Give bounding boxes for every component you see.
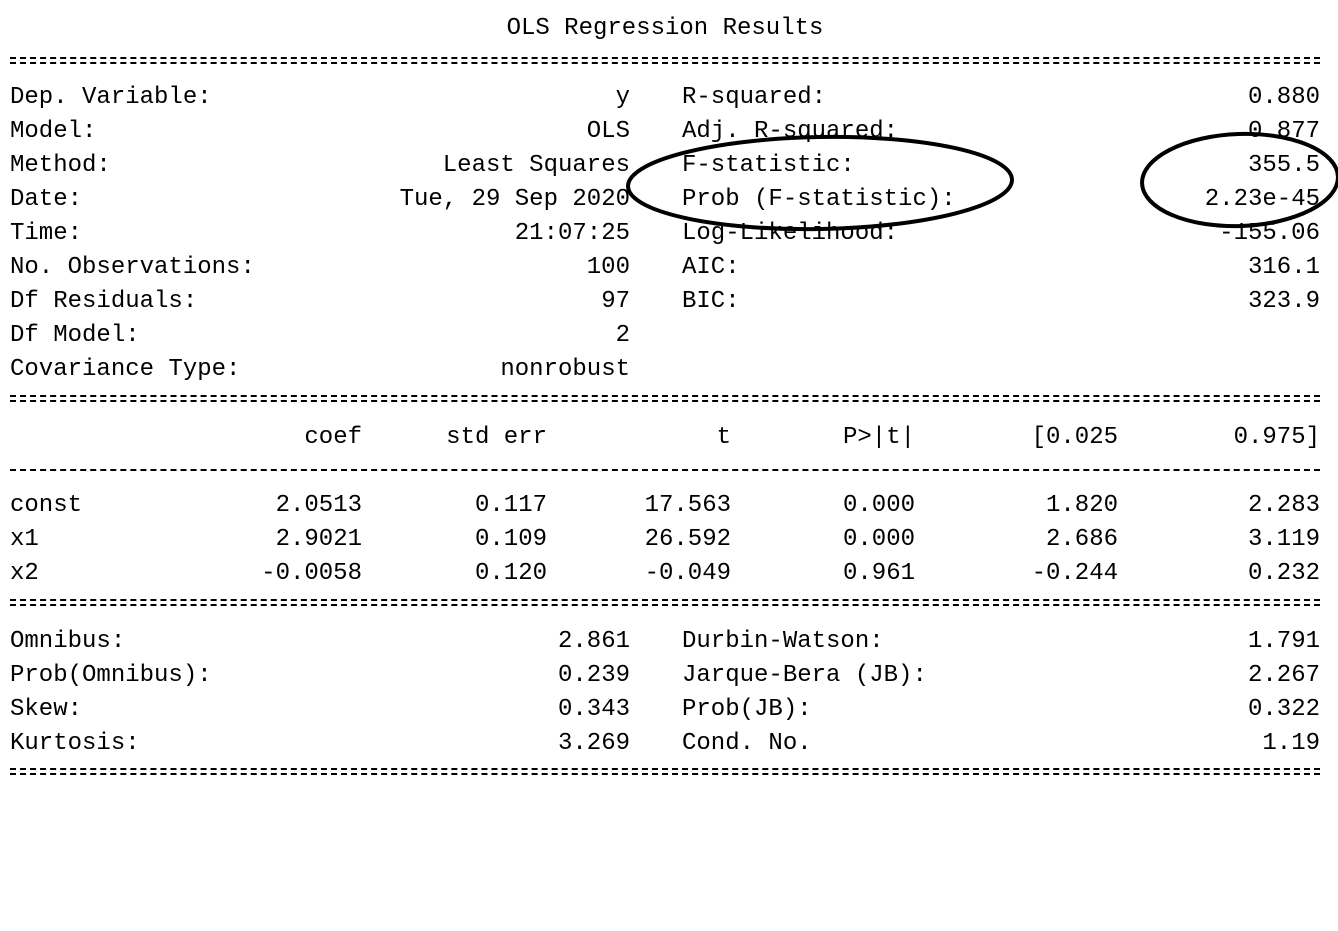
diag-left-value: 3.269 <box>557 730 630 757</box>
diag-right-value: 2.267 <box>1247 662 1320 689</box>
cell-p-value: 0.961 <box>842 560 915 587</box>
summary-row: No. Observations: 100 AIC: 316.1 <box>10 251 1320 285</box>
summary-right-value: 0.877 <box>1247 118 1320 145</box>
summary-right-label: BIC: <box>682 288 740 315</box>
summary-right-value: 2.23e-45 <box>1204 186 1320 213</box>
summary-left-label: Dep. Variable: <box>10 84 212 111</box>
row-name: const <box>10 492 83 519</box>
cell-ci-low: -0.244 <box>1031 560 1118 587</box>
row-name: x2 <box>10 560 39 587</box>
diag-left-label: Omnibus: <box>10 628 126 655</box>
cell-ci-low: 2.686 <box>1045 526 1118 553</box>
col-header-t: t <box>716 424 731 451</box>
table-row: const 2.0513 0.117 17.563 0.000 1.820 2.… <box>10 489 1320 523</box>
row-name: x1 <box>10 526 39 553</box>
summary-left-label: Method: <box>10 152 111 179</box>
summary-row: Time: 21:07:25 Log-Likelihood: -155.06 <box>10 217 1320 251</box>
report-title: OLS Regression Results <box>506 15 824 42</box>
diagnostics-row: Skew: 0.343 Prob(JB): 0.322 <box>10 693 1320 727</box>
summary-left-value: Tue, 29 Sep 2020 <box>399 186 630 213</box>
cell-ci-high: 3.119 <box>1247 526 1320 553</box>
cell-std-err: 0.120 <box>474 560 547 587</box>
summary-right-value: 316.1 <box>1247 254 1320 281</box>
cell-t: -0.049 <box>644 560 731 587</box>
diag-right-label: Cond. No. <box>682 730 812 757</box>
diag-right-value: 0.322 <box>1247 696 1320 723</box>
double-rule-lower <box>10 599 1320 606</box>
coef-table-header: coef std err t P>|t| [0.025 0.975] <box>10 421 1320 455</box>
cell-coef: 2.0513 <box>275 492 362 519</box>
summary-row: Covariance Type: nonrobust <box>10 353 1320 387</box>
diag-left-value: 0.343 <box>557 696 630 723</box>
col-header-coef: coef <box>304 424 362 451</box>
summary-row: Date: Tue, 29 Sep 2020 Prob (F-statistic… <box>10 183 1320 217</box>
cell-ci-low: 1.820 <box>1045 492 1118 519</box>
summary-left-label: Date: <box>10 186 83 213</box>
summary-left-value: OLS <box>586 118 630 145</box>
col-header-std-err: std err <box>446 424 547 451</box>
diagnostics-row: Omnibus: 2.861 Durbin-Watson: 1.791 <box>10 625 1320 659</box>
table-row: x1 2.9021 0.109 26.592 0.000 2.686 3.119 <box>10 523 1320 557</box>
double-rule-top <box>10 57 1320 64</box>
cell-t: 17.563 <box>644 492 731 519</box>
summary-row: Method: Least Squares F-statistic: 355.5 <box>10 149 1320 183</box>
diagnostics-row: Kurtosis: 3.269 Cond. No. 1.19 <box>10 727 1320 761</box>
cell-t: 26.592 <box>644 526 731 553</box>
summary-left-value: nonrobust <box>500 356 630 383</box>
summary-left-label: No. Observations: <box>10 254 255 281</box>
cell-p-value: 0.000 <box>842 526 915 553</box>
summary-left-label: Time: <box>10 220 83 247</box>
summary-left-value: y <box>615 84 630 111</box>
summary-right-label: Prob (F-statistic): <box>682 186 956 213</box>
diagnostics-row: Prob(Omnibus): 0.239 Jarque-Bera (JB): 2… <box>10 659 1320 693</box>
summary-left-value: 100 <box>586 254 630 281</box>
diag-left-label: Kurtosis: <box>10 730 140 757</box>
summary-row: Model: OLS Adj. R-squared: 0.877 <box>10 115 1320 149</box>
regression-report: OLS Regression Results Dep. Variable: y … <box>10 15 1338 775</box>
cell-coef: -0.0058 <box>261 560 362 587</box>
summary-row: Df Model: 2 <box>10 319 1320 353</box>
diag-left-label: Prob(Omnibus): <box>10 662 212 689</box>
table-row: x2 -0.0058 0.120 -0.049 0.961 -0.244 0.2… <box>10 557 1320 591</box>
double-rule-bottom <box>10 768 1320 775</box>
cell-coef: 2.9021 <box>275 526 362 553</box>
diag-right-label: Durbin-Watson: <box>682 628 884 655</box>
summary-left-value: 2 <box>615 322 630 349</box>
cell-ci-high: 0.232 <box>1247 560 1320 587</box>
summary-left-value: 97 <box>601 288 630 315</box>
diag-left-value: 0.239 <box>557 662 630 689</box>
diag-right-label: Jarque-Bera (JB): <box>682 662 927 689</box>
single-rule <box>10 469 1320 471</box>
diag-left-label: Skew: <box>10 696 83 723</box>
col-header-p-value: P>|t| <box>842 424 915 451</box>
summary-right-label: AIC: <box>682 254 740 281</box>
summary-row: Df Residuals: 97 BIC: 323.9 <box>10 285 1320 319</box>
diag-right-value: 1.19 <box>1262 730 1320 757</box>
double-rule-mid <box>10 395 1320 402</box>
summary-right-label: Log-Likelihood: <box>682 220 899 247</box>
summary-right-label: R-squared: <box>682 84 827 111</box>
col-header-ci-high: 0.975] <box>1233 424 1320 451</box>
cell-std-err: 0.109 <box>474 526 547 553</box>
summary-right-value: 355.5 <box>1247 152 1320 179</box>
diag-right-value: 1.791 <box>1247 628 1320 655</box>
cell-ci-high: 2.283 <box>1247 492 1320 519</box>
summary-left-label: Model: <box>10 118 97 145</box>
diag-right-label: Prob(JB): <box>682 696 812 723</box>
summary-right-label: F-statistic: <box>682 152 855 179</box>
diag-left-value: 2.861 <box>557 628 630 655</box>
summary-row: Dep. Variable: y R-squared: 0.880 <box>10 81 1320 115</box>
summary-right-value: -155.06 <box>1219 220 1320 247</box>
summary-left-label: Df Residuals: <box>10 288 198 315</box>
summary-right-value: 323.9 <box>1247 288 1320 315</box>
col-header-ci-low: [0.025 <box>1031 424 1118 451</box>
cell-p-value: 0.000 <box>842 492 915 519</box>
summary-right-label: Adj. R-squared: <box>682 118 899 145</box>
summary-left-value: Least Squares <box>442 152 630 179</box>
summary-left-label: Df Model: <box>10 322 140 349</box>
cell-std-err: 0.117 <box>474 492 547 519</box>
summary-right-value: 0.880 <box>1247 84 1320 111</box>
summary-left-value: 21:07:25 <box>514 220 630 247</box>
summary-left-label: Covariance Type: <box>10 356 241 383</box>
